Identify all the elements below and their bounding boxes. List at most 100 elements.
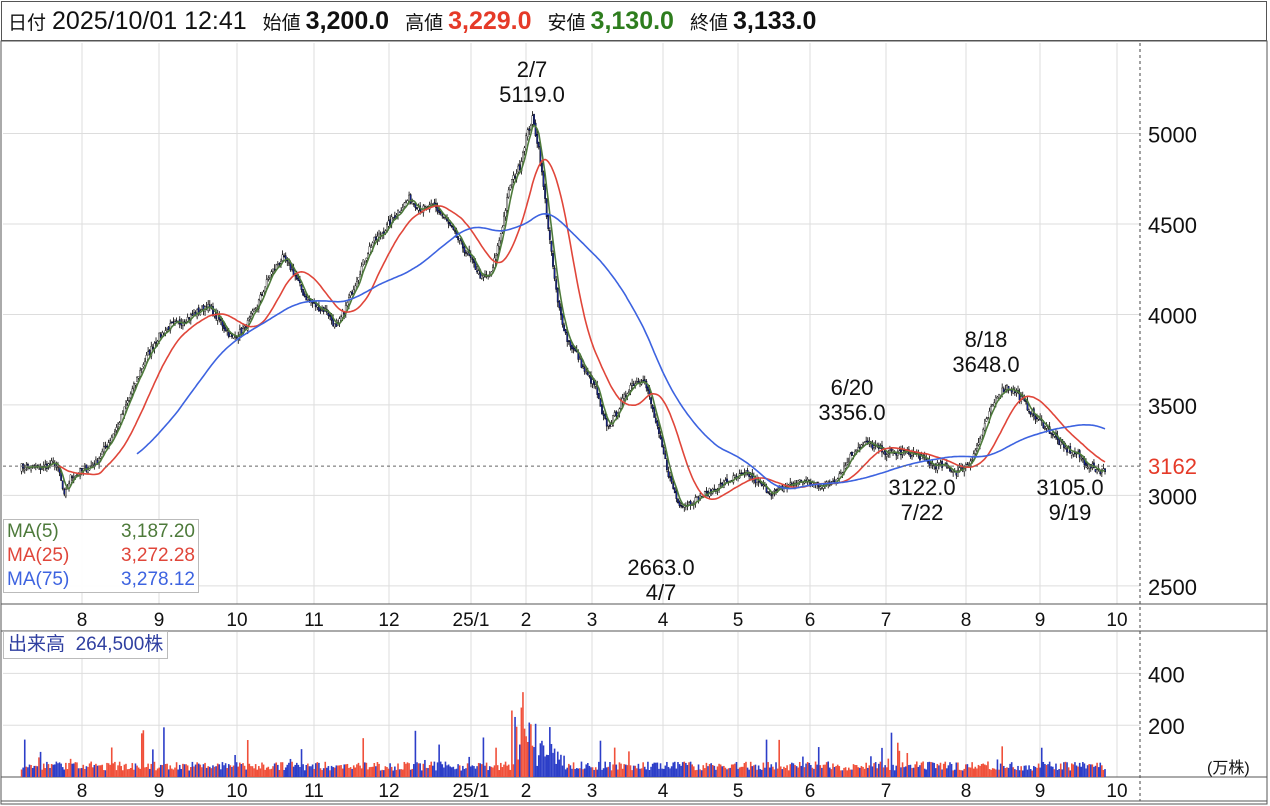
volume-bar — [699, 769, 701, 777]
volume-bar — [892, 764, 894, 777]
volume-bar — [952, 770, 954, 777]
volume-bar — [784, 767, 787, 777]
candle-body — [52, 460, 55, 463]
volume-bar — [286, 764, 289, 777]
volume-bar — [911, 768, 913, 777]
volume-bar — [662, 768, 665, 777]
x-tick-1-10: 6 — [805, 781, 816, 802]
y-tick-4500: 4500 — [1148, 213, 1197, 238]
volume-bar — [615, 764, 618, 777]
volume-bar — [460, 770, 463, 777]
volume-bar — [139, 768, 142, 777]
volume-bar — [552, 752, 554, 777]
volume-bar — [20, 769, 23, 777]
volume-bar — [670, 766, 673, 777]
volume-bar — [371, 766, 374, 777]
candle-body — [510, 179, 513, 185]
volume-bar — [765, 739, 768, 777]
vol-tick-200: 200 — [1148, 714, 1185, 739]
candle-body — [776, 488, 779, 490]
candle-body — [438, 210, 441, 213]
volume-bar — [982, 763, 985, 777]
volume-bar — [604, 761, 607, 777]
volume-bar — [335, 765, 338, 777]
candle-body — [523, 147, 526, 152]
volume-bar — [579, 768, 581, 777]
volume-bar — [995, 769, 997, 777]
candle-body — [624, 395, 627, 397]
candle-body — [585, 371, 588, 374]
volume-bar — [881, 747, 883, 777]
volume-bar — [232, 765, 235, 777]
volume-bar — [531, 745, 534, 777]
volume-bar — [908, 765, 910, 777]
volume-bar — [594, 767, 597, 777]
volume-bar — [767, 762, 769, 777]
volume-bar — [1063, 762, 1065, 777]
volume-bar — [280, 762, 282, 777]
volume-bar — [256, 769, 259, 777]
volume-bar — [31, 767, 34, 777]
y-tick-3000: 3000 — [1148, 484, 1197, 509]
volume-bar — [69, 758, 72, 777]
volume-bar — [694, 770, 697, 777]
candle-body — [844, 465, 847, 469]
candle-body — [1034, 416, 1037, 420]
volume-bar — [433, 761, 436, 777]
volume-bar — [757, 765, 760, 777]
volume-bar — [923, 768, 926, 777]
candle-body — [444, 218, 447, 220]
x-tick-0-14: 10 — [1106, 610, 1127, 631]
volume-bar — [511, 710, 513, 777]
volume-bar — [700, 770, 703, 777]
volume-bar — [243, 765, 246, 777]
volume-bar — [887, 758, 890, 777]
candle-body — [368, 246, 371, 255]
volume-bar — [250, 766, 252, 777]
candle-body — [284, 255, 287, 262]
candle-body — [109, 440, 112, 443]
volume-bar — [197, 763, 200, 777]
volume-bar — [874, 762, 877, 777]
volume-bar — [675, 768, 678, 777]
volume-bar — [1026, 769, 1029, 777]
candle-body — [112, 433, 115, 438]
volume-bar — [1052, 766, 1054, 777]
candle-body — [229, 333, 232, 337]
annotation-2-line1: 6/20 — [831, 375, 874, 400]
candle-body — [80, 467, 83, 471]
volume-bar — [326, 767, 328, 777]
volume-bar — [223, 765, 225, 777]
candle-body — [547, 214, 550, 230]
candle-body — [852, 452, 855, 456]
volume-bar — [990, 769, 992, 777]
candle-body — [387, 220, 390, 227]
volume-bar — [541, 740, 543, 777]
candle-body — [504, 210, 507, 217]
annotation-2-line2: 3356.0 — [818, 400, 885, 425]
high-label: 高値 — [405, 12, 444, 34]
candle-body — [243, 325, 246, 328]
volume-bar — [403, 761, 406, 777]
volume-bar — [144, 767, 146, 777]
volume-bar — [836, 764, 839, 777]
open-label: 始値 — [262, 12, 301, 34]
candle-body — [820, 487, 823, 489]
volume-bar — [868, 765, 871, 777]
volume-bar — [27, 767, 29, 777]
volume-bar — [360, 768, 363, 777]
candle-body — [783, 486, 785, 492]
volume-bar — [852, 764, 855, 777]
volume-bar — [60, 763, 62, 777]
candle-body — [566, 331, 569, 342]
volume-bar — [716, 766, 719, 777]
volume-bar — [802, 756, 804, 777]
candle-body — [651, 405, 654, 410]
candle-body — [985, 418, 988, 422]
candle-body — [642, 380, 645, 382]
candle-body — [305, 296, 308, 301]
volume-bar — [745, 761, 747, 777]
volume-bar — [1034, 766, 1037, 777]
